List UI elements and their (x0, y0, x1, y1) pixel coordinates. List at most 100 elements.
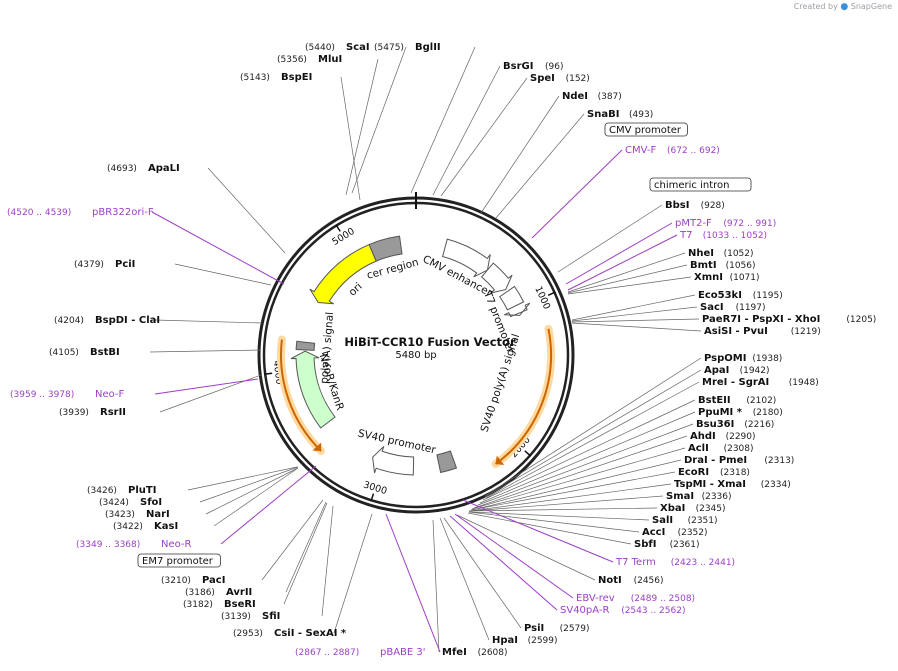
site-label[interactable]: EBV-rev (2489 .. 2508) (576, 593, 695, 604)
site-position: (2456) (634, 576, 664, 586)
site-position: (3426) (87, 486, 117, 496)
feature-hsv-tk-poly-a-signal[interactable] (295, 340, 316, 351)
site-label[interactable]: BspEI (5143) (240, 72, 312, 83)
feature-box (137, 553, 221, 568)
site-label[interactable]: MreI - SgrAI (1948) (702, 377, 819, 388)
site-position: (928) (701, 201, 725, 211)
site-label[interactable]: PspOMI (1938) (704, 353, 782, 364)
site-label[interactable]: chimeric intron (649, 177, 752, 192)
site-label[interactable]: Eco53kI (1195) (698, 290, 783, 301)
site-label[interactable]: NotI (2456) (598, 575, 664, 586)
site-label[interactable]: MluI (5356) (277, 54, 342, 65)
site-label[interactable]: PciI (4379) (74, 259, 135, 270)
site-label[interactable]: NheI (1052) (688, 248, 754, 259)
snapgene-logo: ● (840, 2, 849, 12)
leader-line (220, 465, 317, 545)
site-label[interactable]: XbaI (2345) (660, 503, 726, 514)
site-name: pBABE 3' (380, 647, 426, 658)
site-label[interactable]: CMV-F (672 .. 692) (625, 145, 720, 156)
site-label[interactable]: Neo-R (3349 .. 3368) (76, 539, 192, 550)
site-label[interactable]: PaeR7I - PspXI - XhoI (1205) (702, 314, 876, 325)
site-label[interactable]: PpuMI * (2180) (698, 407, 783, 418)
site-label[interactable]: KasI (3422) (113, 521, 178, 532)
site-label[interactable]: SmaI (2336) (666, 491, 732, 502)
site-label[interactable]: BmtI (1056) (690, 260, 756, 271)
site-label[interactable]: SbfI (2361) (634, 539, 700, 550)
site-label[interactable]: NdeI (387) (562, 91, 622, 102)
site-label[interactable]: CMV promoter (604, 122, 688, 137)
feature-ori[interactable] (309, 243, 377, 305)
feature-box (649, 177, 752, 192)
site-label[interactable]: T7 Term (2423 .. 2441) (615, 557, 735, 568)
site-label[interactable]: SfiI (3139) (221, 611, 280, 622)
site-label[interactable]: NarI (3423) (105, 509, 170, 520)
site-label[interactable]: pBABE 3' (2867 .. 2887) (295, 647, 426, 658)
site-label[interactable]: EM7 promoter (137, 553, 221, 568)
site-label[interactable]: PacI (3210) (161, 575, 225, 586)
site-label[interactable]: RsrII (3939) (59, 407, 126, 418)
site-label[interactable]: XmnI (1071) (694, 272, 760, 283)
site-label[interactable]: SalI (2351) (652, 515, 718, 526)
site-label[interactable]: BspDI - ClaI (4204) (54, 315, 160, 326)
feature-sv40-poly-a-signal[interactable] (436, 450, 458, 474)
site-label[interactable]: CsiI - SexAI * (2953) (233, 628, 347, 639)
orf-arc[interactable] (495, 328, 552, 465)
site-name: CsiI - SexAI * (274, 628, 347, 639)
site-label[interactable]: SfoI (3424) (99, 497, 162, 508)
site-label[interactable]: BsrGI (96) (503, 61, 563, 72)
site-label[interactable]: ApaLI (4693) (107, 163, 180, 174)
site-position: (2608) (478, 648, 508, 658)
feature-label: ori (347, 281, 365, 299)
site-label[interactable]: ApaI (1942) (704, 365, 770, 376)
feature-chimeric-intron[interactable] (499, 285, 525, 311)
orf-arc[interactable] (280, 339, 322, 452)
site-label[interactable]: SnaBI (493) (587, 109, 653, 120)
site-label[interactable]: AclI (2308) (688, 443, 754, 454)
site-name: EM7 promoter (142, 556, 214, 567)
tick-label: 5000 (330, 226, 356, 248)
site-label[interactable]: BstBI (4105) (49, 347, 120, 358)
site-label[interactable]: Neo-F (3959 .. 3978) (10, 389, 125, 400)
site-label[interactable]: AccI (2352) (642, 527, 708, 538)
site-label[interactable]: BglII (5475) (374, 42, 441, 53)
site-label[interactable]: Bsu36I (2216) (696, 419, 774, 430)
site-label[interactable]: BseRI (3182) (183, 599, 256, 610)
orf-arrowhead (312, 442, 322, 452)
site-label[interactable]: AhdI (2290) (690, 431, 756, 442)
site-name: PsiI (524, 623, 544, 634)
site-label[interactable]: BbsI (928) (665, 200, 725, 211)
site-position: (1219) (791, 327, 821, 337)
site-label[interactable]: BstEII (2102) (698, 395, 776, 406)
site-label[interactable]: PluTI (3426) (87, 485, 156, 496)
leader-line (485, 381, 700, 499)
site-label[interactable]: MfeI (2608) (442, 647, 508, 658)
site-label[interactable]: TspMI - XmaI (2334) (674, 479, 791, 490)
feature-cer-region[interactable] (368, 235, 403, 262)
site-name: CMV promoter (609, 125, 682, 136)
site-label[interactable]: pMT2-F (972 .. 991) (675, 218, 776, 229)
site-label[interactable]: AsiSI - PvuI (1219) (704, 326, 821, 337)
site-name: Eco53kI (698, 290, 742, 301)
site-position: (387) (598, 92, 622, 102)
feature-cmv-promoter[interactable] (480, 262, 513, 294)
site-label[interactable]: SV40pA-R (2543 .. 2562) (560, 605, 685, 616)
feature-t7-promoter[interactable] (504, 302, 531, 318)
site-label[interactable]: ScaI (5440) (305, 42, 370, 53)
site-label[interactable]: SacI (1197) (700, 302, 766, 313)
tick-label: 1000 (532, 285, 552, 312)
feature-sv40-promoter[interactable] (372, 446, 415, 476)
site-label[interactable]: SpeI (152) (530, 73, 590, 84)
site-position: (1052) (724, 249, 754, 259)
leader-line (321, 505, 334, 617)
site-label[interactable]: AvrII (3186) (185, 587, 252, 598)
site-position: (96) (545, 62, 563, 72)
site-label[interactable]: PsiI (2579) (524, 623, 590, 634)
site-label[interactable]: HpaI (2599) (492, 635, 558, 646)
site-label[interactable]: EcoRI (2318) (678, 467, 750, 478)
site-label[interactable]: pBR322ori-F (4520 .. 4539) (7, 207, 154, 218)
site-position: (3182) (183, 600, 213, 610)
site-label[interactable]: DraI - PmeI (2313) (684, 455, 794, 466)
feature-cmv-enhancer[interactable] (441, 238, 491, 278)
site-label[interactable]: T7 (1033 .. 1052) (679, 230, 767, 241)
feature-neor-kanr[interactable] (290, 350, 336, 429)
